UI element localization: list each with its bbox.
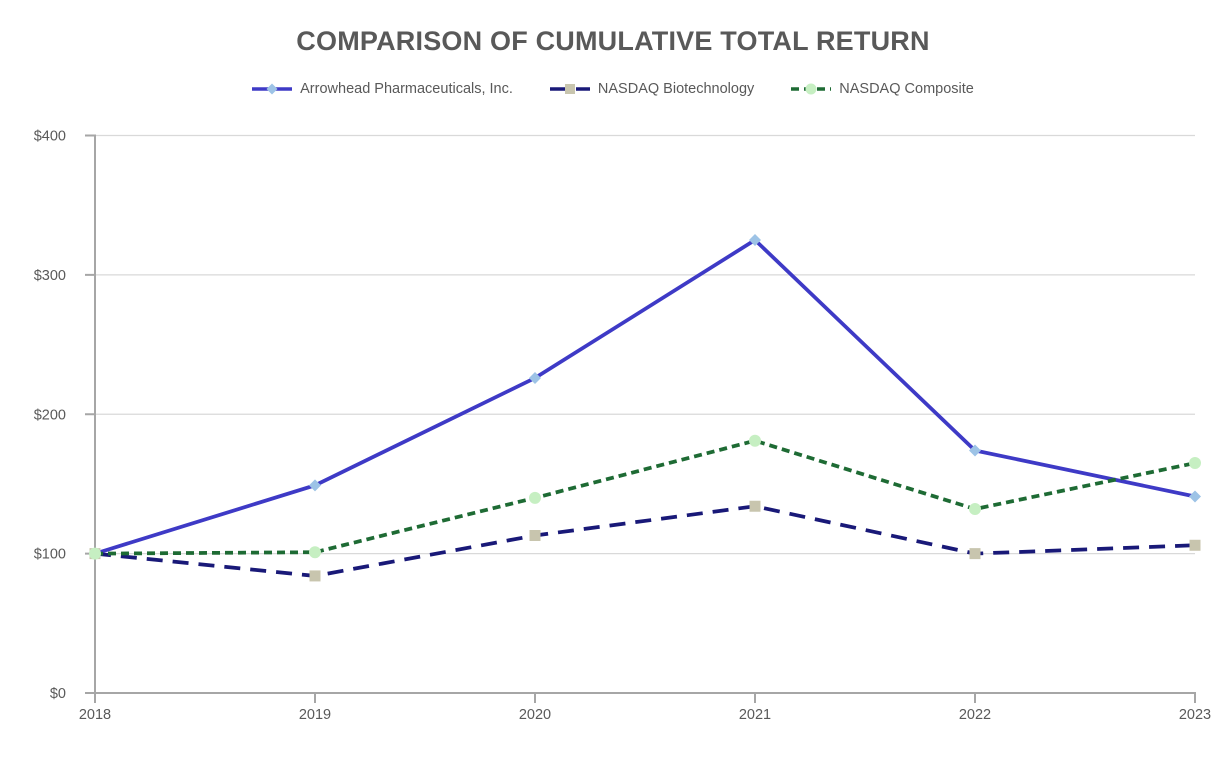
data-point-marker	[529, 372, 541, 385]
data-point-marker	[529, 530, 541, 542]
x-tick-label: 2022	[959, 707, 991, 723]
data-point-marker	[309, 479, 321, 492]
series-line-0	[94, 237, 1196, 556]
x-tick-label: 2021	[739, 707, 771, 723]
legend-marker	[564, 84, 575, 94]
data-point-marker	[529, 491, 541, 504]
gridlines	[95, 134, 1195, 555]
series-line-2	[94, 438, 1196, 556]
legend-label-nasdaq-biotechnology: NASDAQ Biotechnology	[597, 81, 755, 97]
data-point-marker	[1189, 539, 1201, 551]
series-2	[89, 434, 1201, 560]
legend-item-nasdaq-composite: NASDAQ Composite	[791, 81, 974, 97]
legend-label-nasdaq-composite: NASDAQ Composite	[839, 81, 974, 97]
x-tick-label: 2018	[79, 707, 111, 723]
data-point-marker	[969, 548, 981, 560]
data-point-marker	[1189, 490, 1201, 503]
series-1	[89, 500, 1201, 582]
legend-label-arrowhead: Arrowhead Pharmaceuticals, Inc.	[300, 81, 513, 97]
x-tick-label: 2020	[519, 707, 551, 723]
chart-legend: Arrowhead Pharmaceuticals, Inc. NASDAQ B…	[0, 81, 1226, 97]
x-tick-label: 2019	[299, 707, 331, 723]
legend-marker	[266, 83, 278, 95]
data-point-marker	[969, 503, 981, 516]
data-point-marker	[969, 444, 981, 457]
data-point-marker	[309, 570, 321, 582]
legend-swatch-arrowhead-icon	[252, 83, 293, 95]
y-tick-label: $400	[34, 129, 66, 145]
data-point-marker	[749, 434, 761, 447]
data-point-marker	[749, 234, 761, 247]
data-point-marker	[749, 500, 761, 512]
data-point-marker	[89, 547, 101, 560]
series-line-1	[94, 504, 1196, 578]
chart-title: COMPARISON OF CUMULATIVE TOTAL RETURN	[296, 26, 930, 56]
legend-swatch-nasdaq-biotechnology-icon	[549, 84, 590, 94]
x-tick-label: 2023	[1179, 707, 1211, 723]
series-0	[89, 234, 1201, 560]
data-point-marker	[1189, 457, 1201, 470]
legend-swatch-nasdaq-composite-icon	[791, 83, 832, 95]
data-point-marker	[309, 546, 321, 559]
legend-item-arrowhead: Arrowhead Pharmaceuticals, Inc.	[252, 81, 513, 97]
legend-marker	[805, 83, 817, 95]
y-tick-label: $100	[34, 547, 66, 563]
legend-item-nasdaq-biotechnology: NASDAQ Biotechnology	[549, 81, 755, 97]
y-tick-label: $0	[50, 686, 66, 702]
y-tick-label: $200	[34, 407, 66, 423]
axes	[85, 134, 1196, 703]
y-tick-label: $300	[34, 268, 66, 284]
